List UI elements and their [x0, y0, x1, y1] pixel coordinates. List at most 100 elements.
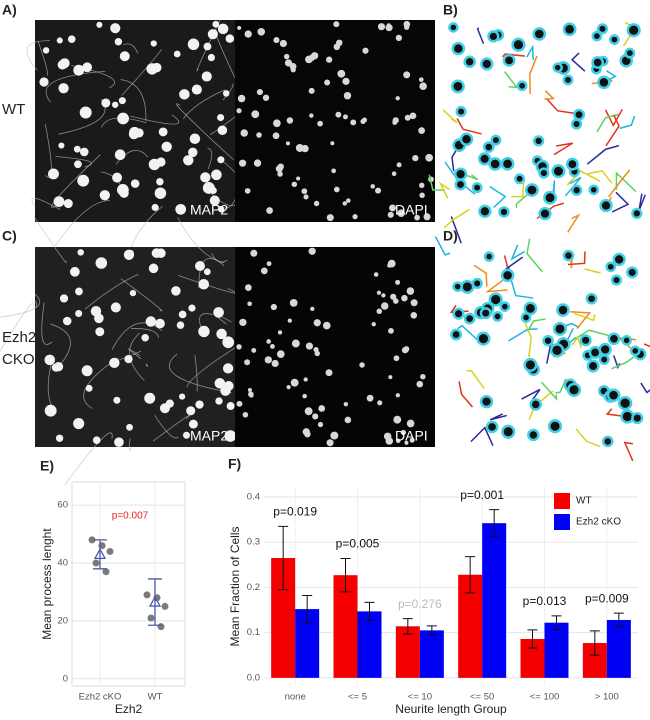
nucleus	[77, 174, 90, 187]
nucleus	[404, 440, 409, 445]
traced-neurite	[438, 181, 451, 199]
error-bar	[148, 578, 162, 626]
traced-cell	[516, 80, 528, 92]
mean-marker	[93, 548, 107, 559]
nucleus	[416, 380, 424, 388]
nucleus	[242, 411, 249, 418]
nucleus	[44, 404, 57, 417]
nucleus	[266, 261, 272, 267]
traced-cell	[596, 23, 609, 35]
nucleus	[304, 430, 311, 438]
nucleus	[362, 47, 369, 54]
nucleus	[425, 153, 434, 162]
nucleus	[150, 40, 157, 47]
nucleus	[189, 133, 201, 145]
nucleus	[414, 214, 420, 221]
nucleus	[325, 369, 333, 377]
error-bar	[364, 601, 375, 621]
neurite	[154, 415, 179, 439]
nucleus	[256, 132, 262, 138]
nucleus	[303, 194, 309, 200]
point	[88, 536, 96, 544]
traced-cell	[598, 354, 610, 365]
nucleus	[279, 39, 287, 48]
traced-neurite	[586, 170, 613, 184]
neurite	[37, 41, 48, 76]
nucleus	[342, 114, 348, 120]
traced-neurite	[540, 381, 558, 401]
nucleus	[247, 387, 252, 393]
traced-cell	[631, 411, 644, 425]
nucleus	[212, 20, 220, 28]
traced-cell	[588, 184, 600, 196]
nucleus	[203, 268, 211, 276]
nucleus	[179, 89, 190, 100]
traced-cell	[511, 37, 526, 52]
nucleus	[183, 431, 191, 439]
row-label: WT	[2, 101, 25, 118]
traced-neurite	[428, 174, 446, 191]
nucleus	[304, 407, 313, 416]
nucleus	[310, 306, 315, 312]
p-value-label: p=0.019	[273, 505, 317, 519]
nucleus	[188, 304, 196, 312]
nucleus	[256, 88, 264, 96]
y-axis-label: Mean Fraction of Cells	[228, 526, 242, 646]
nucleus	[396, 438, 401, 444]
nucleus	[85, 384, 93, 392]
nucleus	[75, 309, 83, 318]
nucleus	[291, 339, 300, 348]
nucleus	[403, 71, 411, 79]
traced-neurite	[529, 55, 538, 95]
traced-cell	[629, 345, 641, 357]
panel-label: E)	[40, 458, 54, 474]
traced-cell	[605, 261, 617, 273]
traced-cell	[488, 292, 503, 307]
nucleus	[343, 91, 352, 100]
nucleus	[188, 419, 198, 429]
legend-swatch	[554, 493, 570, 509]
nucleus	[151, 248, 162, 258]
neurite	[177, 216, 224, 264]
neurite	[101, 117, 147, 128]
traced-cell	[538, 207, 552, 221]
traced-cell	[621, 335, 632, 346]
nucleus	[244, 30, 252, 38]
nucleus	[200, 172, 211, 183]
traced-neurite	[511, 178, 525, 198]
x-tick-label: <= 50	[470, 692, 494, 703]
nucleus	[39, 77, 49, 87]
traced-cell	[591, 30, 603, 42]
nucleus	[410, 299, 418, 307]
nucleus	[406, 287, 415, 295]
nucleus	[312, 413, 319, 420]
traced-cell	[601, 435, 614, 448]
traced-neurite	[619, 115, 636, 130]
traced-neurite	[571, 336, 582, 349]
nucleus	[73, 145, 81, 153]
traced-cell	[527, 428, 540, 442]
neurite	[176, 103, 234, 161]
nucleus	[266, 339, 271, 344]
nucleus	[118, 97, 126, 105]
nucleus	[276, 350, 285, 358]
nucleus	[51, 363, 61, 372]
nucleus	[285, 141, 291, 146]
nucleus	[237, 25, 242, 31]
nucleus	[75, 287, 83, 296]
nucleus	[313, 319, 321, 327]
traced-neurite	[450, 216, 462, 244]
nucleus	[222, 363, 234, 374]
nucleus	[343, 402, 349, 407]
nucleus	[404, 114, 411, 121]
nucleus	[217, 113, 225, 122]
traced-neurite	[607, 169, 631, 198]
nucleus	[395, 34, 403, 42]
nucleus	[270, 303, 277, 311]
error-bar	[93, 539, 107, 570]
nucleus	[395, 279, 401, 285]
traced-neurite	[564, 176, 582, 197]
neurite	[84, 273, 139, 310]
neurite	[182, 89, 226, 120]
